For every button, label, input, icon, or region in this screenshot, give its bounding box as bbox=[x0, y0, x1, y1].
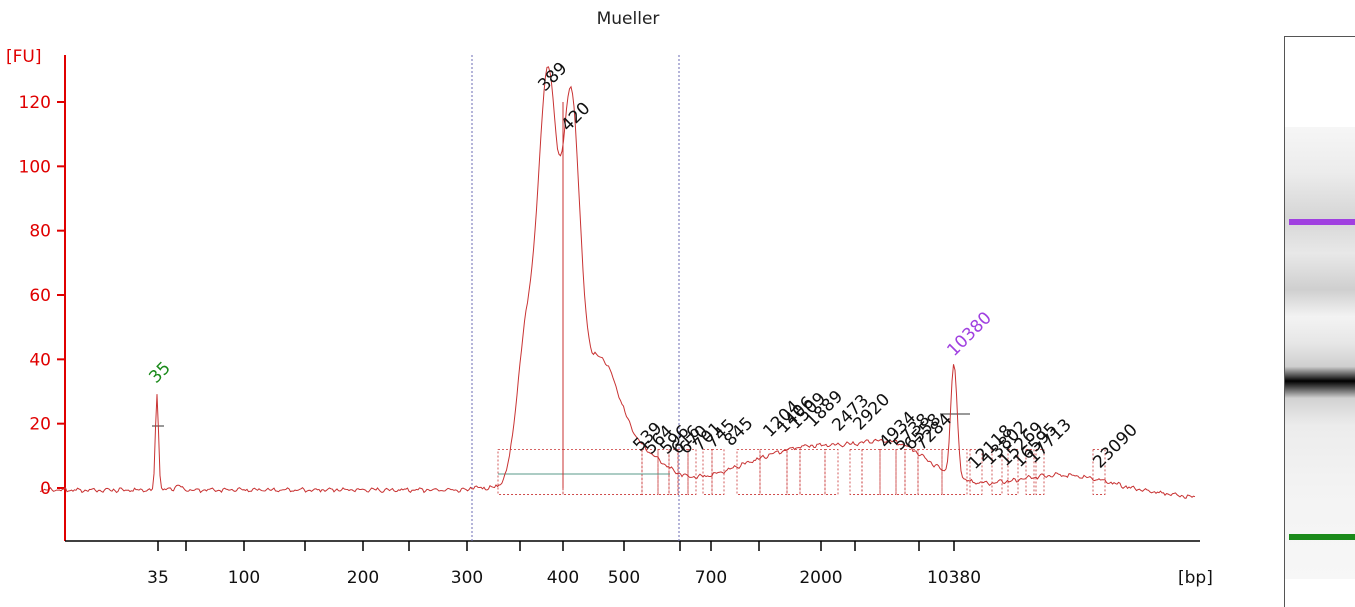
x-tick-label: 500 bbox=[608, 568, 640, 588]
fragment-box bbox=[849, 448, 863, 495]
peak-label: 389 bbox=[534, 58, 571, 95]
x-tick-label: 200 bbox=[347, 568, 379, 588]
fragment-box bbox=[786, 448, 801, 495]
x-tick-label: 10380 bbox=[927, 568, 981, 588]
fragment-box bbox=[1092, 448, 1106, 495]
fragment-box bbox=[668, 448, 679, 495]
x-tick-labels: 35 100 200 300 400 500 700 2000 10380 bbox=[147, 568, 981, 588]
electropherogram-plot: Mueller [FU] [bp] 3894205395645966166707… bbox=[6, 9, 1213, 588]
gel-image-panel bbox=[1284, 36, 1355, 607]
fragment-box bbox=[861, 448, 881, 495]
fragment-box bbox=[969, 448, 983, 495]
fragment-box bbox=[711, 448, 725, 495]
fragment-box bbox=[641, 448, 659, 495]
fragment-box bbox=[736, 448, 761, 495]
y-tick-label: 0 bbox=[40, 479, 51, 499]
x-tick-label: 100 bbox=[228, 568, 260, 588]
y-tick-label: 20 bbox=[29, 415, 51, 435]
gel-lane bbox=[1285, 127, 1355, 579]
fragment-box bbox=[917, 448, 943, 495]
x-tick-label: 700 bbox=[695, 568, 727, 588]
fragment-box bbox=[941, 448, 968, 495]
y-tick-label: 60 bbox=[29, 286, 51, 306]
fragment-box bbox=[1035, 448, 1045, 495]
x-tick-label: 35 bbox=[147, 568, 169, 588]
y-tick-label: 100 bbox=[19, 157, 51, 177]
peak-label: 23090 bbox=[1089, 420, 1141, 472]
marker-label: 10380 bbox=[943, 308, 995, 360]
fragment-box bbox=[1007, 448, 1019, 495]
region-bound-lines bbox=[471, 55, 680, 541]
axes bbox=[57, 55, 1200, 551]
fragment-box bbox=[799, 448, 826, 495]
signal-line bbox=[39, 66, 1196, 499]
y-tick-label: 80 bbox=[29, 222, 51, 242]
fragment-box bbox=[497, 448, 564, 495]
fragment-boxes bbox=[152, 102, 1106, 495]
fragment-box bbox=[895, 448, 906, 495]
fragment-box bbox=[1025, 448, 1035, 495]
fragment-box bbox=[991, 448, 1003, 495]
fragment-box bbox=[824, 448, 839, 495]
signal-trace bbox=[39, 66, 1196, 499]
marker-label: 35 bbox=[145, 358, 174, 387]
fragment-box bbox=[879, 448, 897, 495]
y-tick-label: 120 bbox=[19, 93, 51, 113]
upper-marker-band bbox=[1289, 219, 1355, 225]
y-tick-label: 40 bbox=[29, 350, 51, 370]
fragment-box bbox=[702, 448, 713, 495]
x-tick-label: 300 bbox=[451, 568, 483, 588]
fragment-box bbox=[687, 448, 697, 495]
fragment-box bbox=[562, 448, 643, 495]
x-tick-label: 2000 bbox=[799, 568, 842, 588]
y-tick-labels: 0 20 40 60 80 100 120 bbox=[19, 93, 51, 499]
x-axis-label: [bp] bbox=[1178, 568, 1213, 588]
fragment-box bbox=[904, 448, 919, 495]
fragment-box bbox=[677, 448, 689, 495]
lower-marker-band bbox=[1289, 534, 1355, 540]
x-tick-label: 400 bbox=[547, 568, 579, 588]
y-axis-label: [FU] bbox=[6, 47, 42, 67]
chart-title: Mueller bbox=[597, 9, 660, 29]
